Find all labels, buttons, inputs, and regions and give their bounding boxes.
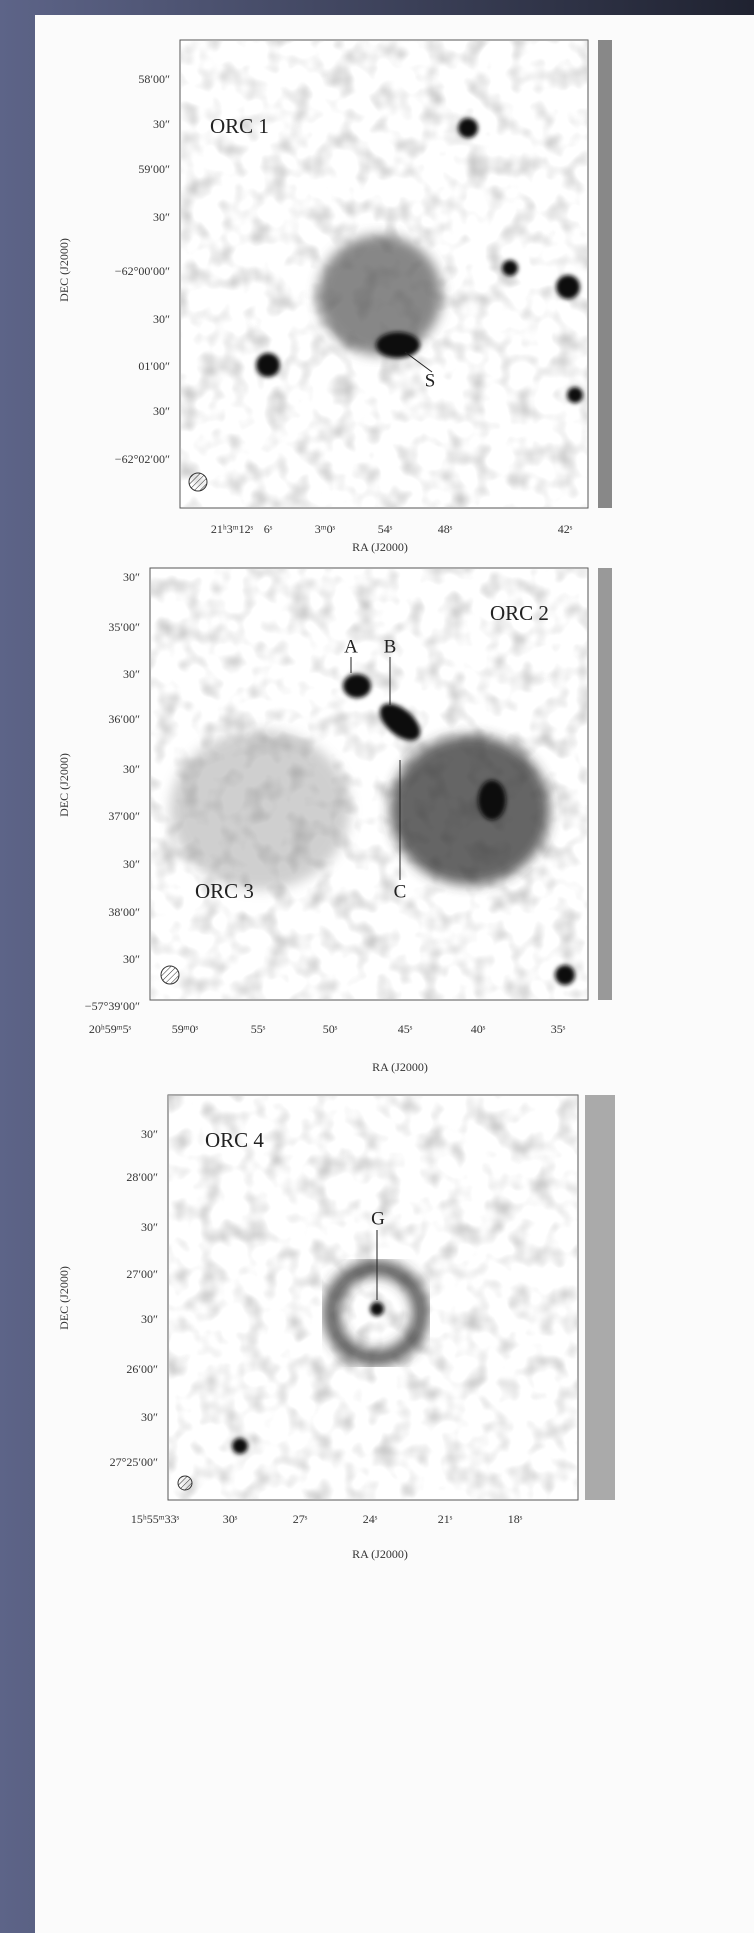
dec-tick-label: 30″ — [141, 1312, 158, 1326]
ra-tick-label: 3ᵐ0ˢ — [315, 522, 336, 536]
dec-tick-label: 30″ — [153, 117, 170, 131]
annotation: C — [394, 881, 407, 902]
ra-tick-label: 35ˢ — [551, 1022, 566, 1036]
ra-tick-label: 15ʰ55ᵐ33ˢ — [131, 1512, 180, 1526]
dec-tick-label: 30″ — [153, 404, 170, 418]
dec-tick-label: 36′00″ — [108, 712, 140, 726]
ra-tick-label: 59ᵐ0ˢ — [172, 1022, 199, 1036]
page: 58′00″ 30″ 59′00″ 30″ −62°00′00″ 30″ 01′00″ 30″… — [0, 0, 754, 1933]
source-label: ORC 1 — [210, 114, 269, 138]
dec-tick-label: 30″ — [123, 570, 140, 584]
dec-tick-label: −62°00′00″ — [115, 264, 170, 278]
axis-title: RA (J2000) — [372, 1060, 428, 1074]
radio-image — [168, 1095, 615, 1500]
dec-tick-label: 30″ — [123, 762, 140, 776]
dec-tick-label: 28′00″ — [126, 1170, 158, 1184]
ra-tick-label: 45ˢ — [398, 1022, 413, 1036]
dec-tick-label: 37′00″ — [108, 809, 140, 823]
dec-tick-label: 30″ — [123, 667, 140, 681]
dec-tick-label: 30″ — [141, 1410, 158, 1424]
ra-tick-label: 27ˢ — [293, 1512, 308, 1526]
dec-tick-label: 30″ — [153, 312, 170, 326]
radio-image — [150, 568, 612, 1000]
dec-tick-label: −57°39′00″ — [85, 999, 140, 1013]
ra-tick-label: 18ˢ — [508, 1512, 523, 1526]
source-label: ORC 2 — [490, 601, 549, 625]
dec-tick-label: 30″ — [123, 857, 140, 871]
ra-tick-label: 50ˢ — [323, 1022, 338, 1036]
ra-tick-label: 48ˢ — [438, 522, 453, 536]
dec-tick-label: 35′00″ — [108, 620, 140, 634]
ra-tick-label: 6ˢ — [264, 522, 273, 536]
annotation: A — [344, 636, 358, 657]
ra-tick-label: 21ʰ3ᵐ12ˢ — [211, 522, 254, 536]
dec-tick-label: 30″ — [123, 952, 140, 966]
axis-title: RA (J2000) — [352, 540, 408, 554]
annotation: G — [371, 1208, 385, 1229]
radio-image — [180, 40, 612, 508]
axis-title: RA (J2000) — [352, 1547, 408, 1561]
dec-tick-label: 30″ — [153, 210, 170, 224]
screenshot: 58′00″ 30″ 59′00″ 30″ −62°00′00″ 30″ 01′00″ 30″… — [0, 0, 754, 1933]
annotation: S — [425, 370, 436, 391]
ra-tick-label: 40ˢ — [471, 1022, 486, 1036]
dec-tick-label: 27°25′00″ — [110, 1455, 158, 1469]
dec-tick-label: 58′00″ — [138, 72, 170, 86]
source-label: ORC 3 — [195, 879, 254, 903]
ra-tick-label: 30ˢ — [223, 1512, 238, 1526]
dec-tick-label: 59′00″ — [138, 162, 170, 176]
dec-tick-label: 30″ — [141, 1127, 158, 1141]
ra-tick-label: 54ˢ — [378, 522, 393, 536]
dec-tick-label: 27′00″ — [126, 1267, 158, 1281]
ra-tick-label: 20ʰ59ᵐ5ˢ — [89, 1022, 132, 1036]
axis-title: DEC (J2000) — [57, 753, 71, 817]
source-label: ORC 4 — [205, 1128, 264, 1152]
axis-title: DEC (J2000) — [57, 238, 71, 302]
ra-tick-label: 24ˢ — [363, 1512, 378, 1526]
axis-title: DEC (J2000) — [57, 1266, 71, 1330]
ra-tick-label: 21ˢ — [438, 1512, 453, 1526]
dec-tick-label: −62°02′00″ — [115, 452, 170, 466]
annotation: B — [384, 636, 397, 657]
dec-tick-label: 26′00″ — [126, 1362, 158, 1376]
ra-tick-label: 55ˢ — [251, 1022, 266, 1036]
dec-tick-label: 01′00″ — [138, 359, 170, 373]
ra-tick-label: 42ˢ — [558, 522, 573, 536]
dec-tick-label: 30″ — [141, 1220, 158, 1234]
dec-tick-label: 38′00″ — [108, 905, 140, 919]
